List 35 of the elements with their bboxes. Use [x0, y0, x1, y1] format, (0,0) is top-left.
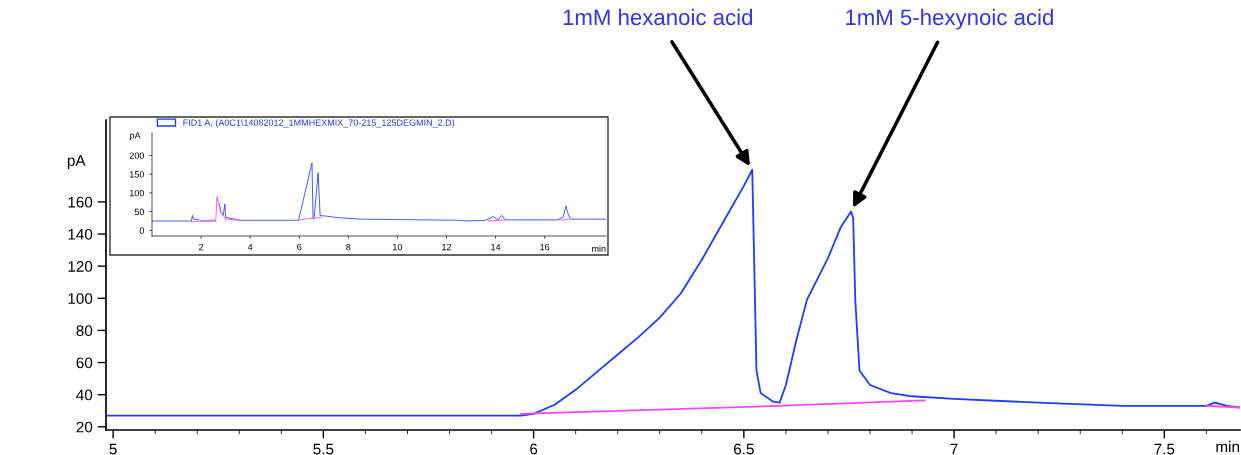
- y-tick-label: 120: [68, 261, 93, 272]
- legend-label: FID1 A, (A0C1\14082012_1MMHEXMIX_70-215_125DEGMIN_2.D): [183, 119, 455, 128]
- x-tick-label: 16: [540, 243, 550, 251]
- x-tick-label: 6.5: [734, 443, 754, 455]
- x-tick-label: 8: [346, 243, 351, 251]
- y-tick-label: 0: [139, 227, 145, 234]
- x-tick-label: 7.5: [1154, 443, 1175, 455]
- x-tick-label: 4: [247, 243, 253, 251]
- x-tick-label: 7: [950, 443, 958, 455]
- annotation: 1mM 5-hexynoic acid: [846, 8, 1053, 30]
- x-axis-title: min: [592, 245, 606, 252]
- x-tick-label: 12: [442, 243, 452, 251]
- y-tick-label: 40: [76, 389, 93, 401]
- y-tick-label: 50: [134, 208, 145, 216]
- y-tick-label: 20: [76, 421, 93, 433]
- x-axis-title: min: [1216, 440, 1240, 452]
- line-series: [106, 168, 1240, 417]
- x-tick-label: 2: [199, 243, 204, 251]
- annotation: 1mM hexanoic acid: [563, 8, 753, 26]
- x-tick-label: 6: [530, 443, 538, 455]
- y-tick-label: 100: [68, 293, 93, 304]
- y-tick-label: 200: [129, 152, 145, 159]
- x-tick-label: 14: [491, 243, 501, 251]
- y-tick-label: 100: [129, 189, 145, 197]
- y-tick-label: 160: [68, 196, 93, 208]
- y-tick-label: 60: [76, 357, 93, 369]
- y-axis-title: pA: [67, 155, 86, 169]
- y-tick-label: 140: [68, 228, 93, 240]
- y-axis-title: pA: [130, 132, 141, 141]
- x-tick-label: 6: [297, 243, 302, 251]
- x-tick-label: 5: [109, 443, 117, 455]
- x-tick-label: 5.5: [313, 443, 334, 455]
- x-tick-label: 10: [393, 243, 403, 251]
- y-tick-label: 80: [76, 325, 93, 337]
- y-tick-label: 150: [129, 171, 145, 178]
